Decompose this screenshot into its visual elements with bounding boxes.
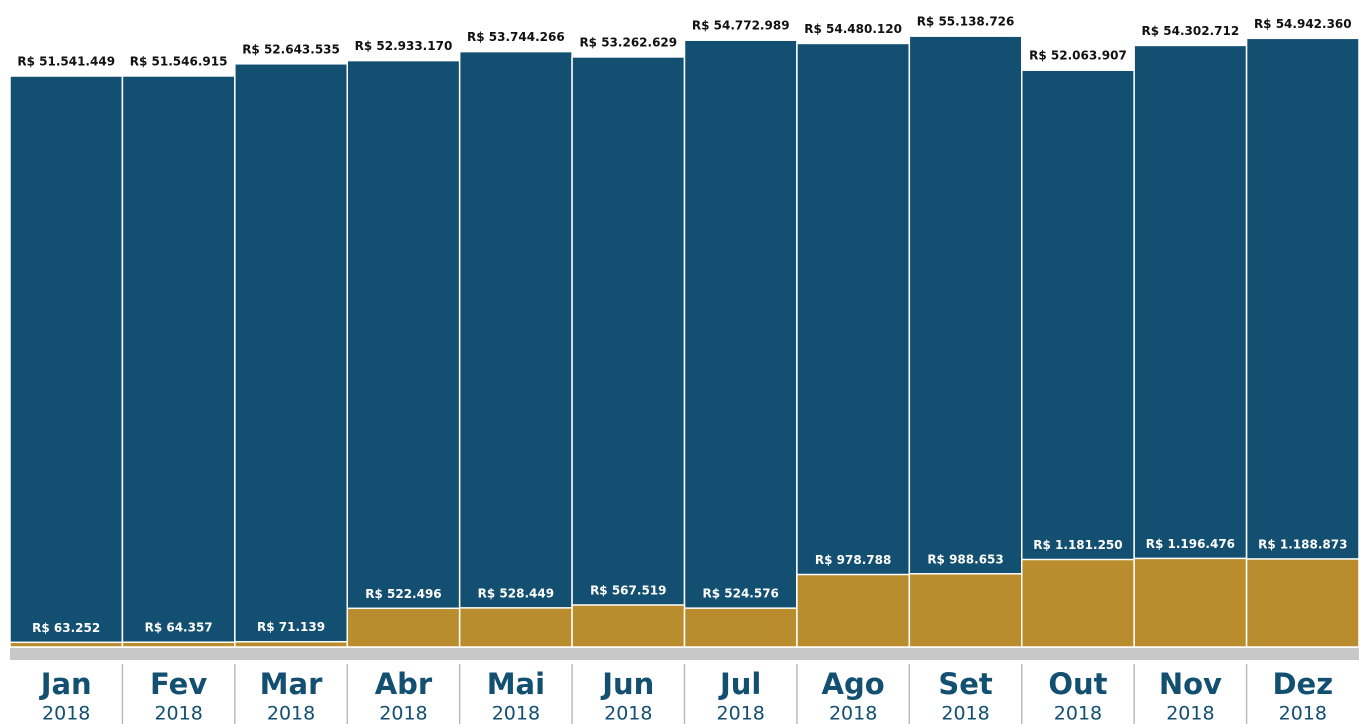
value-label: R$ 978.788 — [815, 553, 891, 567]
baseline-strip — [10, 648, 1359, 660]
x-tick-sublabel: 2018 — [154, 703, 202, 724]
bar — [458, 607, 573, 648]
value-label: R$ 54.480.120 — [804, 22, 902, 36]
bar — [908, 573, 1023, 648]
value-label: R$ 51.541.449 — [17, 55, 115, 69]
x-tick-sublabel: 2018 — [492, 703, 540, 724]
value-label: R$ 64.357 — [145, 621, 213, 635]
bar — [1245, 558, 1359, 648]
bar — [1133, 557, 1248, 648]
x-tick-sublabel: 2018 — [42, 703, 90, 724]
bar — [121, 641, 236, 648]
bar — [234, 63, 348, 648]
value-label: R$ 53.744.266 — [467, 30, 565, 44]
x-tick-sublabel: 2018 — [267, 703, 315, 724]
bar — [1133, 44, 1248, 648]
bar — [458, 50, 573, 648]
x-tick-label: Jul — [718, 667, 761, 701]
x-tick-label: Jun — [600, 667, 654, 701]
x-tick-label: Dez — [1272, 667, 1333, 701]
x-tick-sublabel: 2018 — [941, 703, 989, 724]
value-label: R$ 988.653 — [927, 552, 1003, 566]
x-tick-label: Jan — [39, 667, 92, 701]
x-tick-label: Nov — [1159, 667, 1222, 701]
x-tick-label: Mar — [260, 667, 323, 701]
bar — [346, 59, 461, 648]
value-label: R$ 52.933.170 — [355, 39, 453, 53]
value-label: R$ 1.181.250 — [1033, 538, 1122, 552]
value-label: R$ 528.449 — [478, 586, 554, 600]
value-label: R$ 55.138.726 — [917, 15, 1015, 29]
bar — [1245, 37, 1359, 648]
x-tick-sublabel: 2018 — [1166, 703, 1214, 724]
value-label: R$ 53.262.629 — [579, 35, 677, 49]
value-label: R$ 52.643.535 — [242, 42, 340, 56]
bar — [346, 607, 461, 648]
bar — [571, 56, 686, 648]
value-label: R$ 1.196.476 — [1146, 537, 1235, 551]
x-tick-sublabel: 2018 — [1054, 703, 1102, 724]
x-tick-label: Mai — [487, 667, 545, 701]
value-label: R$ 52.063.907 — [1029, 49, 1127, 63]
x-tick-label: Set — [938, 667, 993, 701]
value-label: R$ 54.772.989 — [692, 19, 790, 33]
bar — [796, 573, 911, 648]
bar — [1021, 69, 1135, 648]
bar — [1021, 558, 1135, 648]
bar — [683, 607, 798, 648]
bar — [683, 39, 798, 648]
bar — [571, 604, 686, 648]
bar — [234, 640, 348, 648]
x-tick-label: Fev — [150, 667, 207, 701]
value-label: R$ 522.496 — [365, 587, 441, 601]
x-tick-label: Ago — [822, 667, 885, 701]
x-tick-label: Out — [1048, 667, 1107, 701]
value-label: R$ 524.576 — [702, 587, 778, 601]
value-label: R$ 63.252 — [32, 621, 100, 635]
x-tick-sublabel: 2018 — [604, 703, 652, 724]
x-tick-sublabel: 2018 — [829, 703, 877, 724]
value-label: R$ 54.302.712 — [1142, 24, 1240, 38]
x-tick-sublabel: 2018 — [379, 703, 427, 724]
bar — [121, 75, 236, 648]
value-label: R$ 567.519 — [590, 583, 666, 597]
value-label: R$ 54.942.360 — [1254, 17, 1352, 31]
x-tick-sublabel: 2018 — [1279, 703, 1327, 724]
bar — [908, 35, 1023, 648]
value-label: R$ 71.139 — [257, 620, 325, 634]
value-label: R$ 51.546.915 — [130, 54, 228, 68]
x-tick-sublabel: 2018 — [717, 703, 765, 724]
x-tick-label: Abr — [375, 667, 433, 701]
bar — [9, 75, 124, 648]
bar — [9, 641, 124, 648]
value-label: R$ 1.188.873 — [1258, 537, 1347, 551]
bar — [796, 42, 911, 648]
